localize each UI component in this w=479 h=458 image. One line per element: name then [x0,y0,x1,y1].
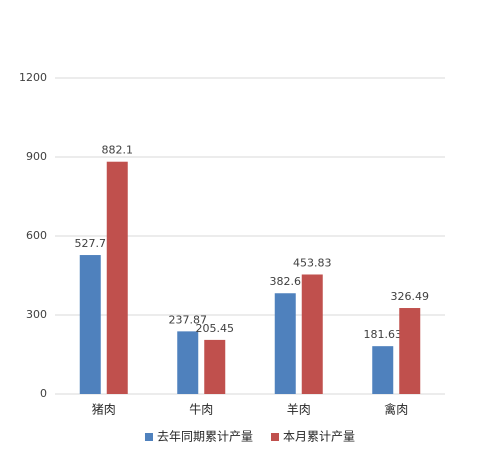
x-tick-label: 禽肉 [384,402,408,417]
bar [274,293,296,394]
x-tick-label: 猪肉 [92,403,116,417]
x-tick-label: 牛肉 [189,402,213,417]
data-label: 205.45 [196,322,235,335]
data-label: 453.83 [293,256,332,269]
x-tick-label: 羊肉 [287,402,311,417]
legend-label: 本月累计产量 [283,430,355,444]
legend-label: 去年同期累计产量 [157,430,253,444]
bar [79,255,101,394]
data-label: 382.6 [270,275,302,288]
bar [204,339,226,394]
bar [372,346,394,394]
bar [301,274,323,394]
y-tick-label: 0 [40,387,47,400]
data-label: 237.87 [169,313,208,326]
legend-swatch [144,433,153,441]
bar [177,331,199,394]
y-tick-label: 900 [26,150,47,163]
bar [106,161,128,394]
data-label: 882.1 [102,144,134,157]
y-tick-label: 600 [26,229,47,242]
legend-swatch [271,433,279,441]
bar [399,308,421,394]
data-label: 181.63 [364,328,403,341]
data-label: 527.7 [75,237,107,250]
y-tick-label: 300 [26,308,47,321]
y-tick-label: 1200 [19,71,47,84]
data-label: 326.49 [391,290,430,303]
